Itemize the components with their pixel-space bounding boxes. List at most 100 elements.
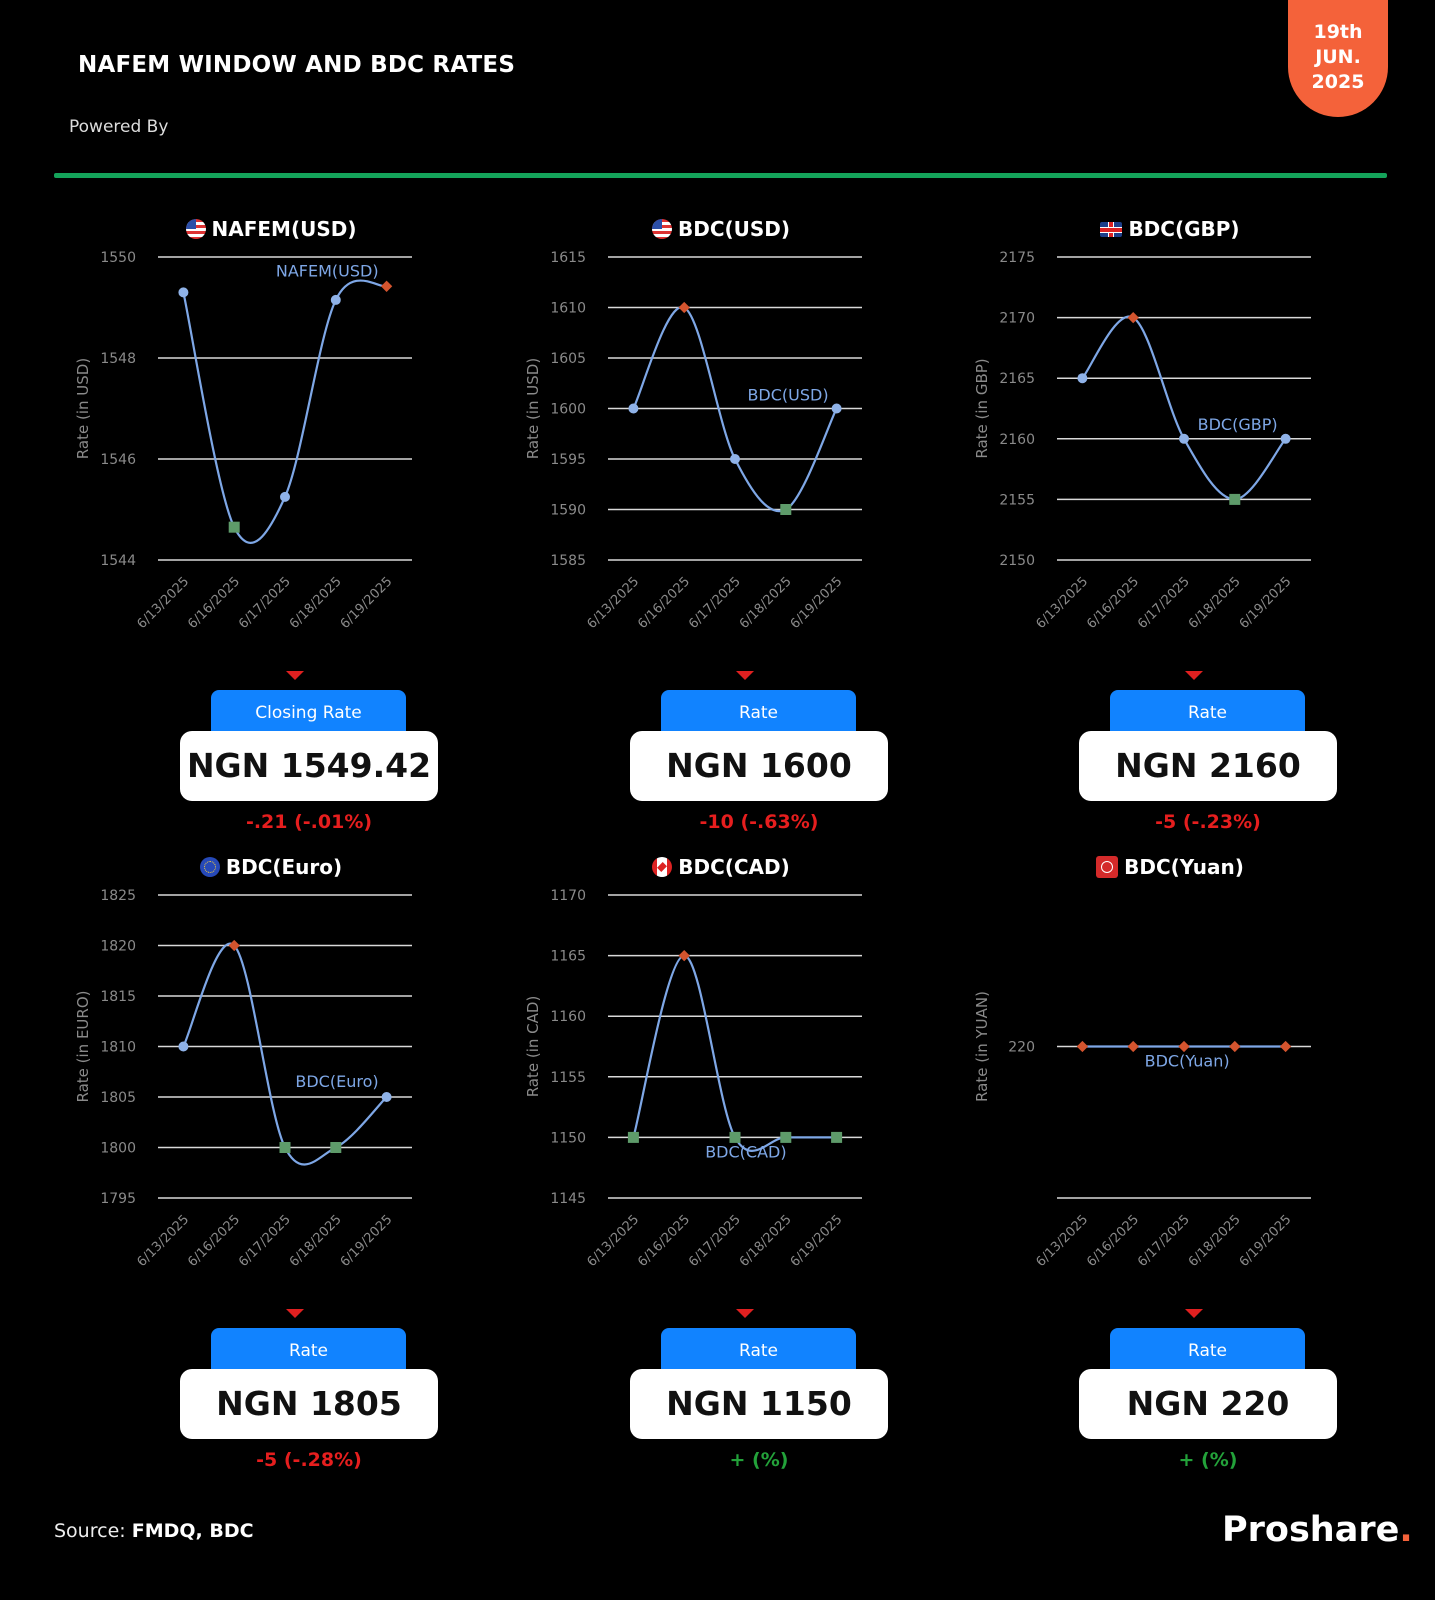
x-tick-label: 6/16/2025: [635, 1212, 693, 1270]
y-tick-label: 1546: [100, 452, 136, 468]
data-point: [831, 1131, 843, 1143]
rate-value: NGN 1805: [180, 1369, 438, 1439]
x-tick-label: 6/18/2025: [1186, 1212, 1244, 1270]
data-point: [330, 294, 341, 305]
chart-title: NAFEM(USD): [106, 217, 436, 241]
rate-value: NGN 1150: [630, 1369, 888, 1439]
chart-title-text: NAFEM(USD): [211, 217, 357, 241]
y-axis-label: Rate (in CAD): [524, 996, 542, 1098]
date-year: 2025: [1311, 71, 1365, 93]
y-tick-label: 1585: [550, 553, 586, 569]
chart-title: BDC(CAD): [556, 855, 886, 879]
series-label: BDC(USD): [747, 386, 828, 405]
rate-change: -5 (-.23%): [1155, 811, 1261, 833]
brand-dot: .: [1399, 1510, 1413, 1550]
y-tick-label: 1600: [550, 402, 586, 418]
x-tick-label: 6/13/2025: [584, 574, 642, 632]
chart-title: BDC(USD): [556, 217, 886, 241]
line-chart: 1585 1590 1595 1600 1605 1610 1615 Rate (in USD…: [524, 250, 862, 632]
date-day: 19th: [1313, 21, 1363, 43]
x-tick-label: 6/17/2025: [236, 1212, 294, 1270]
source-note: Source: FMDQ, BDC: [54, 1520, 254, 1542]
data-point: [627, 1131, 639, 1143]
x-tick-label: 6/13/2025: [134, 574, 192, 632]
y-tick-label: 1615: [550, 250, 586, 266]
rate-change: -10 (-.63%): [699, 811, 819, 833]
ca-flag-icon: [652, 857, 673, 877]
series-label: BDC(Yuan): [1145, 1052, 1230, 1071]
data-point: [1077, 373, 1088, 384]
y-tick-label: 1805: [100, 1090, 136, 1106]
chart-title-text: BDC(Euro): [225, 855, 343, 879]
x-tick-label: 6/13/2025: [1033, 574, 1091, 632]
data-point: [1179, 433, 1189, 444]
chart-title-text: BDC(Yuan): [1124, 855, 1244, 879]
chart-title-text: BDC(CAD): [678, 855, 790, 879]
data-point: [1229, 493, 1241, 505]
x-tick-label: 6/19/2025: [338, 574, 396, 632]
rate-value: NGN 1549.42: [180, 731, 438, 801]
y-tick-label: 1810: [100, 1040, 136, 1056]
rate-tab-label: Rate: [1110, 1328, 1305, 1374]
y-tick-label: 220: [1008, 1040, 1035, 1056]
data-point: [780, 504, 792, 515]
series-label: BDC(CAD): [705, 1142, 786, 1161]
rate-value: NGN 2160: [1079, 731, 1337, 801]
rate-value: NGN 1600: [630, 731, 888, 801]
x-tick-label: 6/16/2025: [1084, 574, 1142, 632]
x-tick-label: 6/18/2025: [287, 1212, 345, 1270]
x-tick-label: 6/18/2025: [287, 574, 345, 632]
us-flag-icon: [651, 219, 672, 239]
x-tick-label: 6/17/2025: [686, 1212, 744, 1270]
panel-nafem-usd: NAFEM(USD) 1544 1546 1548 1550 Rate (in USD)…: [74, 205, 546, 845]
x-tick-label: 6/16/2025: [1084, 1212, 1142, 1270]
y-tick-label: 1610: [550, 301, 586, 317]
cn-flag-icon: [1096, 856, 1119, 878]
rate-tab-label: Rate: [211, 1328, 406, 1374]
x-tick-label: 6/16/2025: [185, 1212, 243, 1270]
x-tick-label: 6/17/2025: [1135, 574, 1193, 632]
x-tick-label: 6/17/2025: [236, 574, 294, 632]
panel-bdc-euro: BDC(Euro) 1795 1800 1805 1810 1815 1820 1825 Ra…: [74, 843, 546, 1483]
line-chart: 2150 2155 2160 2165 2170 2175 Rate (in GBP) 6/1…: [973, 250, 1311, 632]
source-value: FMDQ, BDC: [131, 1520, 254, 1542]
rate-change: -.21 (-.01%): [245, 811, 373, 833]
x-tick-label: 6/18/2025: [737, 574, 795, 632]
x-tick-label: 6/13/2025: [1033, 1212, 1091, 1270]
y-tick-label: 1800: [100, 1141, 136, 1157]
data-point: [1076, 1040, 1089, 1053]
y-axis-label: Rate (in GBP): [973, 358, 991, 458]
chart-title: BDC(Yuan): [1005, 855, 1335, 879]
line-chart: 1145 1150 1155 1160 1165 1170 Rate (in CAD) 6/1…: [524, 888, 862, 1270]
x-tick-label: 6/18/2025: [1186, 574, 1244, 632]
data-point: [628, 403, 639, 414]
data-point: [1178, 1040, 1190, 1053]
brand-logo: Proshare.: [1222, 1510, 1413, 1550]
panel-bdc-cad: BDC(CAD) 1145 1150 1155 1160 1165 1170 Rate (i…: [524, 843, 996, 1483]
y-tick-label: 1165: [550, 949, 586, 965]
series-label: BDC(Euro): [295, 1072, 378, 1091]
rate-tab-label: Rate: [661, 690, 856, 736]
date-badge: 19th JUN. 2025: [1288, 0, 1388, 117]
data-point: [381, 1092, 392, 1102]
series-line: [632, 954, 837, 1152]
y-tick-label: 2170: [999, 311, 1035, 327]
y-tick-label: 1550: [100, 250, 136, 266]
line-chart: 1795 1800 1805 1810 1815 1820 1825 Rate (in EUR…: [74, 888, 412, 1270]
rate-tab-label: Closing Rate: [211, 690, 406, 736]
data-point: [831, 403, 842, 414]
x-tick-label: 6/19/2025: [1237, 1212, 1295, 1270]
chart-title-text: BDC(GBP): [1128, 217, 1240, 241]
eu-flag-icon: [199, 857, 220, 877]
y-tick-label: 1170: [550, 888, 586, 904]
series-line: [182, 279, 387, 544]
x-tick-label: 6/16/2025: [635, 574, 693, 632]
rate-tab-label: Rate: [661, 1328, 856, 1374]
rate-change: + (%): [729, 1449, 789, 1471]
down-triangle-icon: [1185, 1309, 1203, 1318]
y-tick-label: 2155: [999, 492, 1035, 508]
data-point: [1229, 1040, 1241, 1053]
data-point: [730, 454, 740, 464]
powered-by-label: Powered By: [69, 117, 169, 137]
y-tick-label: 1145: [550, 1191, 586, 1207]
